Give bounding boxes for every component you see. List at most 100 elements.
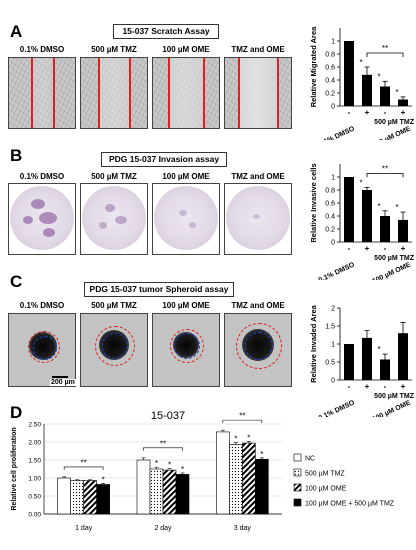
y-tick-label: 0.6	[325, 65, 335, 72]
legend-label: NC	[305, 456, 315, 463]
bar	[70, 480, 84, 515]
tmz-row-label: 500 µM TMZ	[374, 393, 415, 400]
bar	[362, 74, 372, 106]
legend-label: 500 µM TMZ	[305, 471, 345, 478]
legend-swatch	[293, 468, 302, 477]
spheroid-image-dmso	[8, 313, 76, 387]
significance-star: *	[377, 345, 380, 354]
y-tick-label: 0.8	[325, 52, 335, 59]
y-tick-label: 0.2	[325, 91, 335, 98]
bracket-stars: **	[382, 164, 388, 173]
significance-star: *	[234, 435, 237, 444]
tmz-sign: -	[384, 244, 387, 253]
panel-c-title: PDG 15-037 tumor Spheroid assay	[84, 282, 234, 297]
y-tick-label: 0.6	[325, 201, 335, 208]
tmz-sign: +	[401, 382, 406, 391]
legend-swatch	[293, 498, 302, 507]
y-tick-label: 0.2	[325, 227, 335, 234]
bar	[162, 469, 177, 515]
significance-star: *	[247, 433, 250, 442]
y-tick-label: 0.8	[325, 188, 335, 195]
spheroid-image-tmz	[80, 313, 148, 387]
bar	[344, 41, 354, 106]
chart-a-migrated-area: 0 0.2 0.4 0.6 0.8 1 Relative Migrated Area - * + *…	[309, 26, 415, 140]
tmz-sign: +	[365, 382, 370, 391]
bracket-stars: **	[382, 44, 388, 53]
panel-c-letter: C	[10, 272, 23, 291]
y-tick-label: 0	[331, 240, 335, 247]
y-axis-label: Relative Invaded Area	[309, 304, 318, 383]
panel-b-letter: B	[10, 146, 23, 165]
significance-star: *	[359, 178, 362, 187]
tmz-sign: +	[365, 244, 370, 253]
significance-star: *	[377, 202, 380, 211]
bar	[175, 474, 190, 515]
scale-bar-label: 200 µm	[50, 379, 76, 386]
significance-bracket	[222, 419, 263, 424]
x-category-label: 100 µM OME	[371, 261, 412, 280]
significance-bracket	[366, 173, 404, 178]
bar	[380, 359, 390, 380]
y-axis-label: Relative cell proliferation	[11, 427, 18, 510]
significance-star: *	[155, 459, 158, 468]
y-tick-label: 2	[331, 306, 335, 313]
bar	[398, 99, 408, 106]
invasion-image-tmz	[80, 183, 148, 255]
bar	[57, 477, 71, 515]
spheroid-image-ome	[152, 313, 220, 387]
bar	[149, 468, 164, 515]
panel-a-letter: A	[10, 22, 23, 41]
significance-star: *	[102, 475, 105, 484]
y-tick-label: 0.50	[28, 494, 41, 501]
panel-a-cond-4: TMZ and OME	[231, 45, 285, 54]
bar	[344, 344, 354, 380]
tmz-sign: -	[384, 382, 387, 391]
scratch-image-tmz-ome	[224, 57, 292, 129]
y-tick-label: 1	[331, 175, 335, 182]
x-category-label: 1 day	[75, 525, 93, 532]
panel-a-cond-3: 100 µM OME	[162, 45, 210, 54]
bar	[96, 484, 110, 515]
y-tick-label: 0.4	[325, 214, 335, 221]
scratch-image-tmz	[80, 57, 148, 129]
x-category-label: 3 day	[234, 525, 252, 532]
tmz-sign: +	[401, 244, 406, 253]
significance-star: *	[395, 203, 398, 212]
tmz-sign: +	[365, 108, 370, 117]
y-tick-label: 0.5	[325, 360, 335, 367]
scale-bar	[52, 376, 68, 378]
scratch-image-ome	[152, 57, 220, 129]
significance-bracket	[143, 447, 183, 451]
y-tick-label: 1.00	[28, 476, 41, 483]
y-tick-label: 2.50	[28, 422, 41, 429]
significance-bracket	[366, 52, 404, 57]
y-tick-label: 0	[331, 104, 335, 111]
significance-star: *	[395, 88, 398, 97]
y-tick-label: 1	[331, 342, 335, 349]
chart-b-invasive-cells: 0 0.2 0.4 0.6 0.8 1 Relative Invasive cells - * +…	[309, 163, 415, 280]
significance-bracket	[63, 466, 104, 470]
x-category-label: 0.1% DMSO	[318, 261, 357, 280]
bar	[255, 458, 269, 515]
panel-b-cond-4: TMZ and OME	[231, 172, 285, 181]
tmz-sign: -	[348, 382, 351, 391]
panel-a-cond-1: 0.1% DMSO	[19, 45, 65, 54]
panel-a-cond-2: 500 µM TMZ	[91, 45, 137, 54]
bar	[229, 444, 243, 515]
bar	[380, 216, 390, 242]
invasion-image-dmso	[8, 183, 76, 255]
legend-swatch	[293, 483, 302, 492]
legend-label: 100 µM OME + 500 µM TMZ	[305, 501, 395, 508]
chart-d-cell-proliferation: 15-037 0.00 0.50 1.00 1.50 2.00 2.50 Relative c…	[11, 410, 395, 532]
y-tick-label: 0	[331, 378, 335, 385]
bar	[380, 86, 390, 106]
significance-star: *	[168, 461, 171, 470]
panel-c-cond-2: 500 µM TMZ	[91, 301, 137, 310]
panel-d-letter: D	[10, 403, 23, 422]
x-category-label: 100 µM OME	[371, 125, 412, 140]
y-tick-label: 1.5	[325, 324, 335, 331]
chart-title: 15-037	[151, 410, 185, 422]
y-tick-label: 0.4	[325, 78, 335, 85]
invasion-image-ome	[152, 183, 220, 255]
significance-star: *	[359, 58, 362, 67]
